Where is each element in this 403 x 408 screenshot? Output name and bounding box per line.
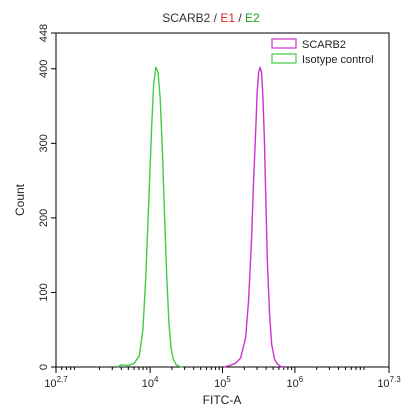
x-tick-base: 10 [377,378,389,390]
legend: SCARB2 Isotype control [271,38,374,66]
chart-title-part: E1 [220,11,235,25]
x-tick-exponent: 6 [299,375,304,384]
y-tick-label: 400 [38,60,50,78]
x-tick-exponent: 2.7 [57,375,69,384]
x-axis-title: FITC-A [203,393,242,407]
legend-swatch [271,53,297,64]
x-tick-base: 10 [214,378,226,390]
chart-title-part: SCARB2 [162,11,210,25]
x-tick-label: 102.7 [44,375,68,390]
y-tick-label: 100 [38,283,50,301]
y-tick-label: 200 [38,209,50,227]
chart-title-part: / [210,11,220,25]
chart-title: SCARB2 / E1 / E2 [162,11,260,25]
x-tick-label: 104 [142,375,159,390]
x-tick-base: 10 [142,378,154,390]
x-tick-base: 10 [287,378,299,390]
x-minor-ticks [61,367,365,370]
legend-label: SCARB2 [302,39,346,51]
legend-label: Isotype control [302,54,374,66]
plot-frame [55,32,390,368]
x-tick-exponent: 7.3 [390,375,402,384]
y-axis-ticks: 0 100 200 300 400 448 [38,24,56,370]
legend-swatch [271,38,297,49]
x-tick-label: 106 [287,375,304,390]
x-axis-ticks: 102.7 104 105 106 107.3 [44,367,401,390]
series-layer [117,66,285,368]
chart-title-part: / [235,11,245,25]
y-tick-label: 448 [38,24,50,42]
x-tick-exponent: 4 [154,375,159,384]
chart-title-part: E2 [245,11,260,25]
x-tick-exponent: 5 [226,375,231,384]
series-line-2 [117,66,183,368]
y-tick-label: 300 [38,134,50,152]
x-tick-label: 105 [214,375,231,390]
x-tick-label: 107.3 [377,375,401,390]
x-tick-base: 10 [44,378,56,390]
y-axis-title: Count [13,183,27,216]
y-tick-label: 0 [38,364,50,370]
series-line-1 [223,66,285,368]
